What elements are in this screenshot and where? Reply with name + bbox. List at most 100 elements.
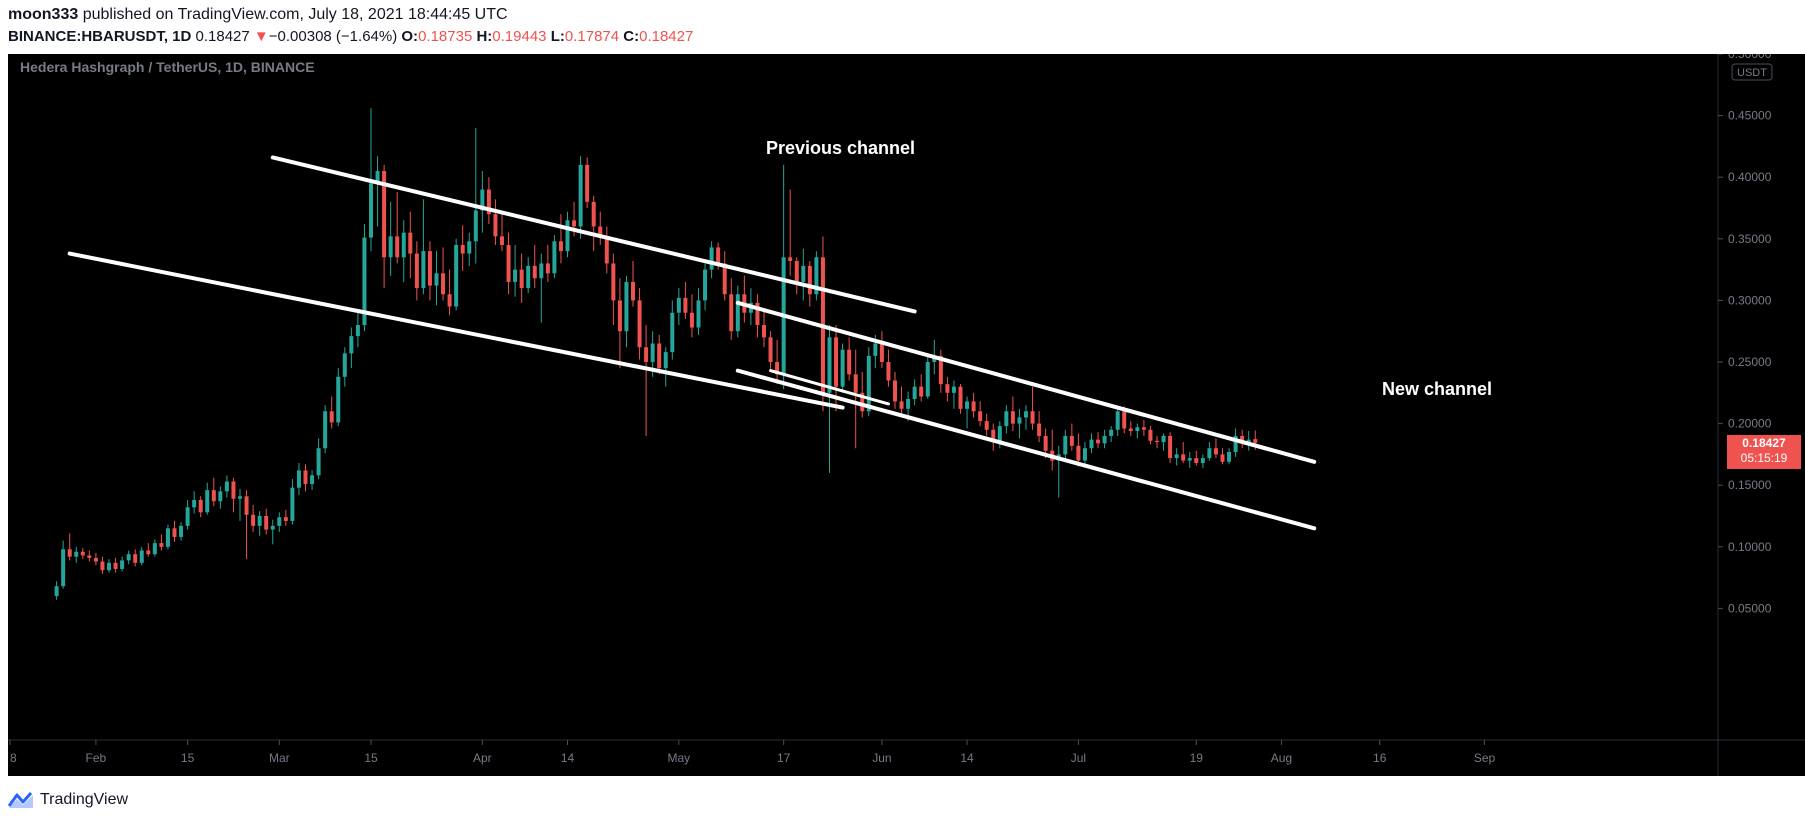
candle[interactable]: [303, 464, 308, 492]
candle[interactable]: [545, 244, 550, 282]
price-scale[interactable]: 0.05000 0.10000 0.15000 0.20000 0.25000 0.300…: [1718, 54, 1772, 615]
time-scale[interactable]: 8 Feb 15 Mar 15 Apr 14 May 17 Jun 14 Jul 19 Aug 16 Sep: [9, 740, 1495, 765]
candle[interactable]: [735, 285, 740, 338]
candle[interactable]: [473, 127, 478, 264]
candle[interactable]: [355, 312, 360, 348]
candle[interactable]: [762, 310, 766, 348]
candle[interactable]: [539, 253, 544, 323]
candle[interactable]: [93, 552, 98, 566]
candle[interactable]: [644, 325, 649, 436]
candle[interactable]: [139, 546, 144, 566]
candle[interactable]: [689, 294, 694, 338]
candle[interactable]: [598, 211, 603, 245]
candle[interactable]: [486, 177, 491, 225]
candle[interactable]: [152, 539, 157, 557]
candle[interactable]: [238, 488, 242, 521]
candle[interactable]: [441, 247, 446, 301]
candle[interactable]: [1063, 429, 1068, 461]
candle[interactable]: [1109, 426, 1114, 443]
candle[interactable]: [827, 325, 832, 473]
candle[interactable]: [847, 337, 852, 381]
trendline-previous-lower[interactable]: [67, 251, 845, 410]
candle[interactable]: [1220, 448, 1225, 465]
candle[interactable]: [421, 199, 426, 295]
candle[interactable]: [958, 384, 963, 414]
candle[interactable]: [1004, 405, 1009, 434]
candle[interactable]: [165, 524, 170, 550]
candle[interactable]: [414, 241, 419, 301]
candle[interactable]: [349, 327, 354, 369]
candle[interactable]: [1115, 408, 1120, 436]
candle[interactable]: [978, 401, 983, 427]
candle[interactable]: [1181, 442, 1186, 464]
candle[interactable]: [807, 260, 812, 307]
candle[interactable]: [722, 251, 727, 301]
candle[interactable]: [794, 257, 799, 295]
candle[interactable]: [1174, 448, 1179, 466]
candle[interactable]: [310, 470, 315, 491]
candle[interactable]: [467, 232, 472, 266]
candle[interactable]: [578, 156, 583, 239]
candle[interactable]: [1168, 432, 1173, 464]
candle[interactable]: [591, 195, 596, 252]
candle[interactable]: [683, 281, 688, 319]
candle[interactable]: [375, 156, 380, 227]
candle[interactable]: [296, 463, 301, 496]
candle[interactable]: [768, 331, 773, 372]
candle[interactable]: [54, 581, 59, 600]
candle[interactable]: [1076, 433, 1081, 467]
candle[interactable]: [1187, 451, 1192, 468]
candle[interactable]: [480, 171, 485, 233]
candle[interactable]: [775, 339, 780, 385]
candle[interactable]: [1213, 438, 1218, 459]
candle[interactable]: [886, 349, 891, 387]
candle[interactable]: [434, 251, 439, 306]
candle[interactable]: [67, 533, 72, 561]
candle[interactable]: [277, 512, 282, 533]
candle[interactable]: [270, 519, 275, 545]
candle[interactable]: [244, 490, 249, 560]
candle[interactable]: [107, 559, 111, 573]
candle[interactable]: [945, 376, 950, 402]
candle[interactable]: [316, 438, 321, 480]
candle[interactable]: [120, 556, 125, 572]
candle[interactable]: [80, 548, 85, 560]
candle[interactable]: [100, 556, 105, 574]
candle[interactable]: [585, 157, 590, 208]
candle[interactable]: [565, 211, 570, 258]
candle[interactable]: [1010, 396, 1015, 431]
candle[interactable]: [447, 269, 452, 316]
candle[interactable]: [1069, 423, 1074, 451]
tradingview-brand[interactable]: TradingView: [8, 788, 128, 812]
candle[interactable]: [703, 263, 708, 311]
candle[interactable]: [1024, 405, 1028, 430]
candle[interactable]: [552, 235, 557, 279]
candle[interactable]: [814, 251, 819, 301]
candle[interactable]: [1141, 419, 1146, 436]
candle[interactable]: [388, 201, 393, 276]
candle[interactable]: [1082, 442, 1087, 467]
candle[interactable]: [231, 477, 236, 513]
candle[interactable]: [925, 355, 930, 399]
candle[interactable]: [893, 371, 897, 409]
candle[interactable]: [74, 546, 79, 563]
candle[interactable]: [460, 225, 465, 271]
candle[interactable]: [919, 374, 924, 402]
candle[interactable]: [631, 260, 635, 307]
candle[interactable]: [624, 275, 629, 348]
candle[interactable]: [1194, 450, 1199, 466]
candle[interactable]: [113, 557, 118, 573]
candle[interactable]: [198, 496, 203, 518]
candle[interactable]: [146, 543, 151, 557]
candle[interactable]: [801, 248, 806, 301]
candle[interactable]: [604, 226, 609, 274]
trendline-new-lower[interactable]: [735, 368, 1317, 531]
candle[interactable]: [611, 253, 616, 326]
candle[interactable]: [709, 241, 714, 279]
candle[interactable]: [951, 380, 956, 409]
candle[interactable]: [395, 191, 400, 264]
candle[interactable]: [657, 334, 662, 375]
candle[interactable]: [1037, 411, 1042, 443]
candle[interactable]: [159, 534, 164, 551]
candle[interactable]: [205, 482, 210, 515]
